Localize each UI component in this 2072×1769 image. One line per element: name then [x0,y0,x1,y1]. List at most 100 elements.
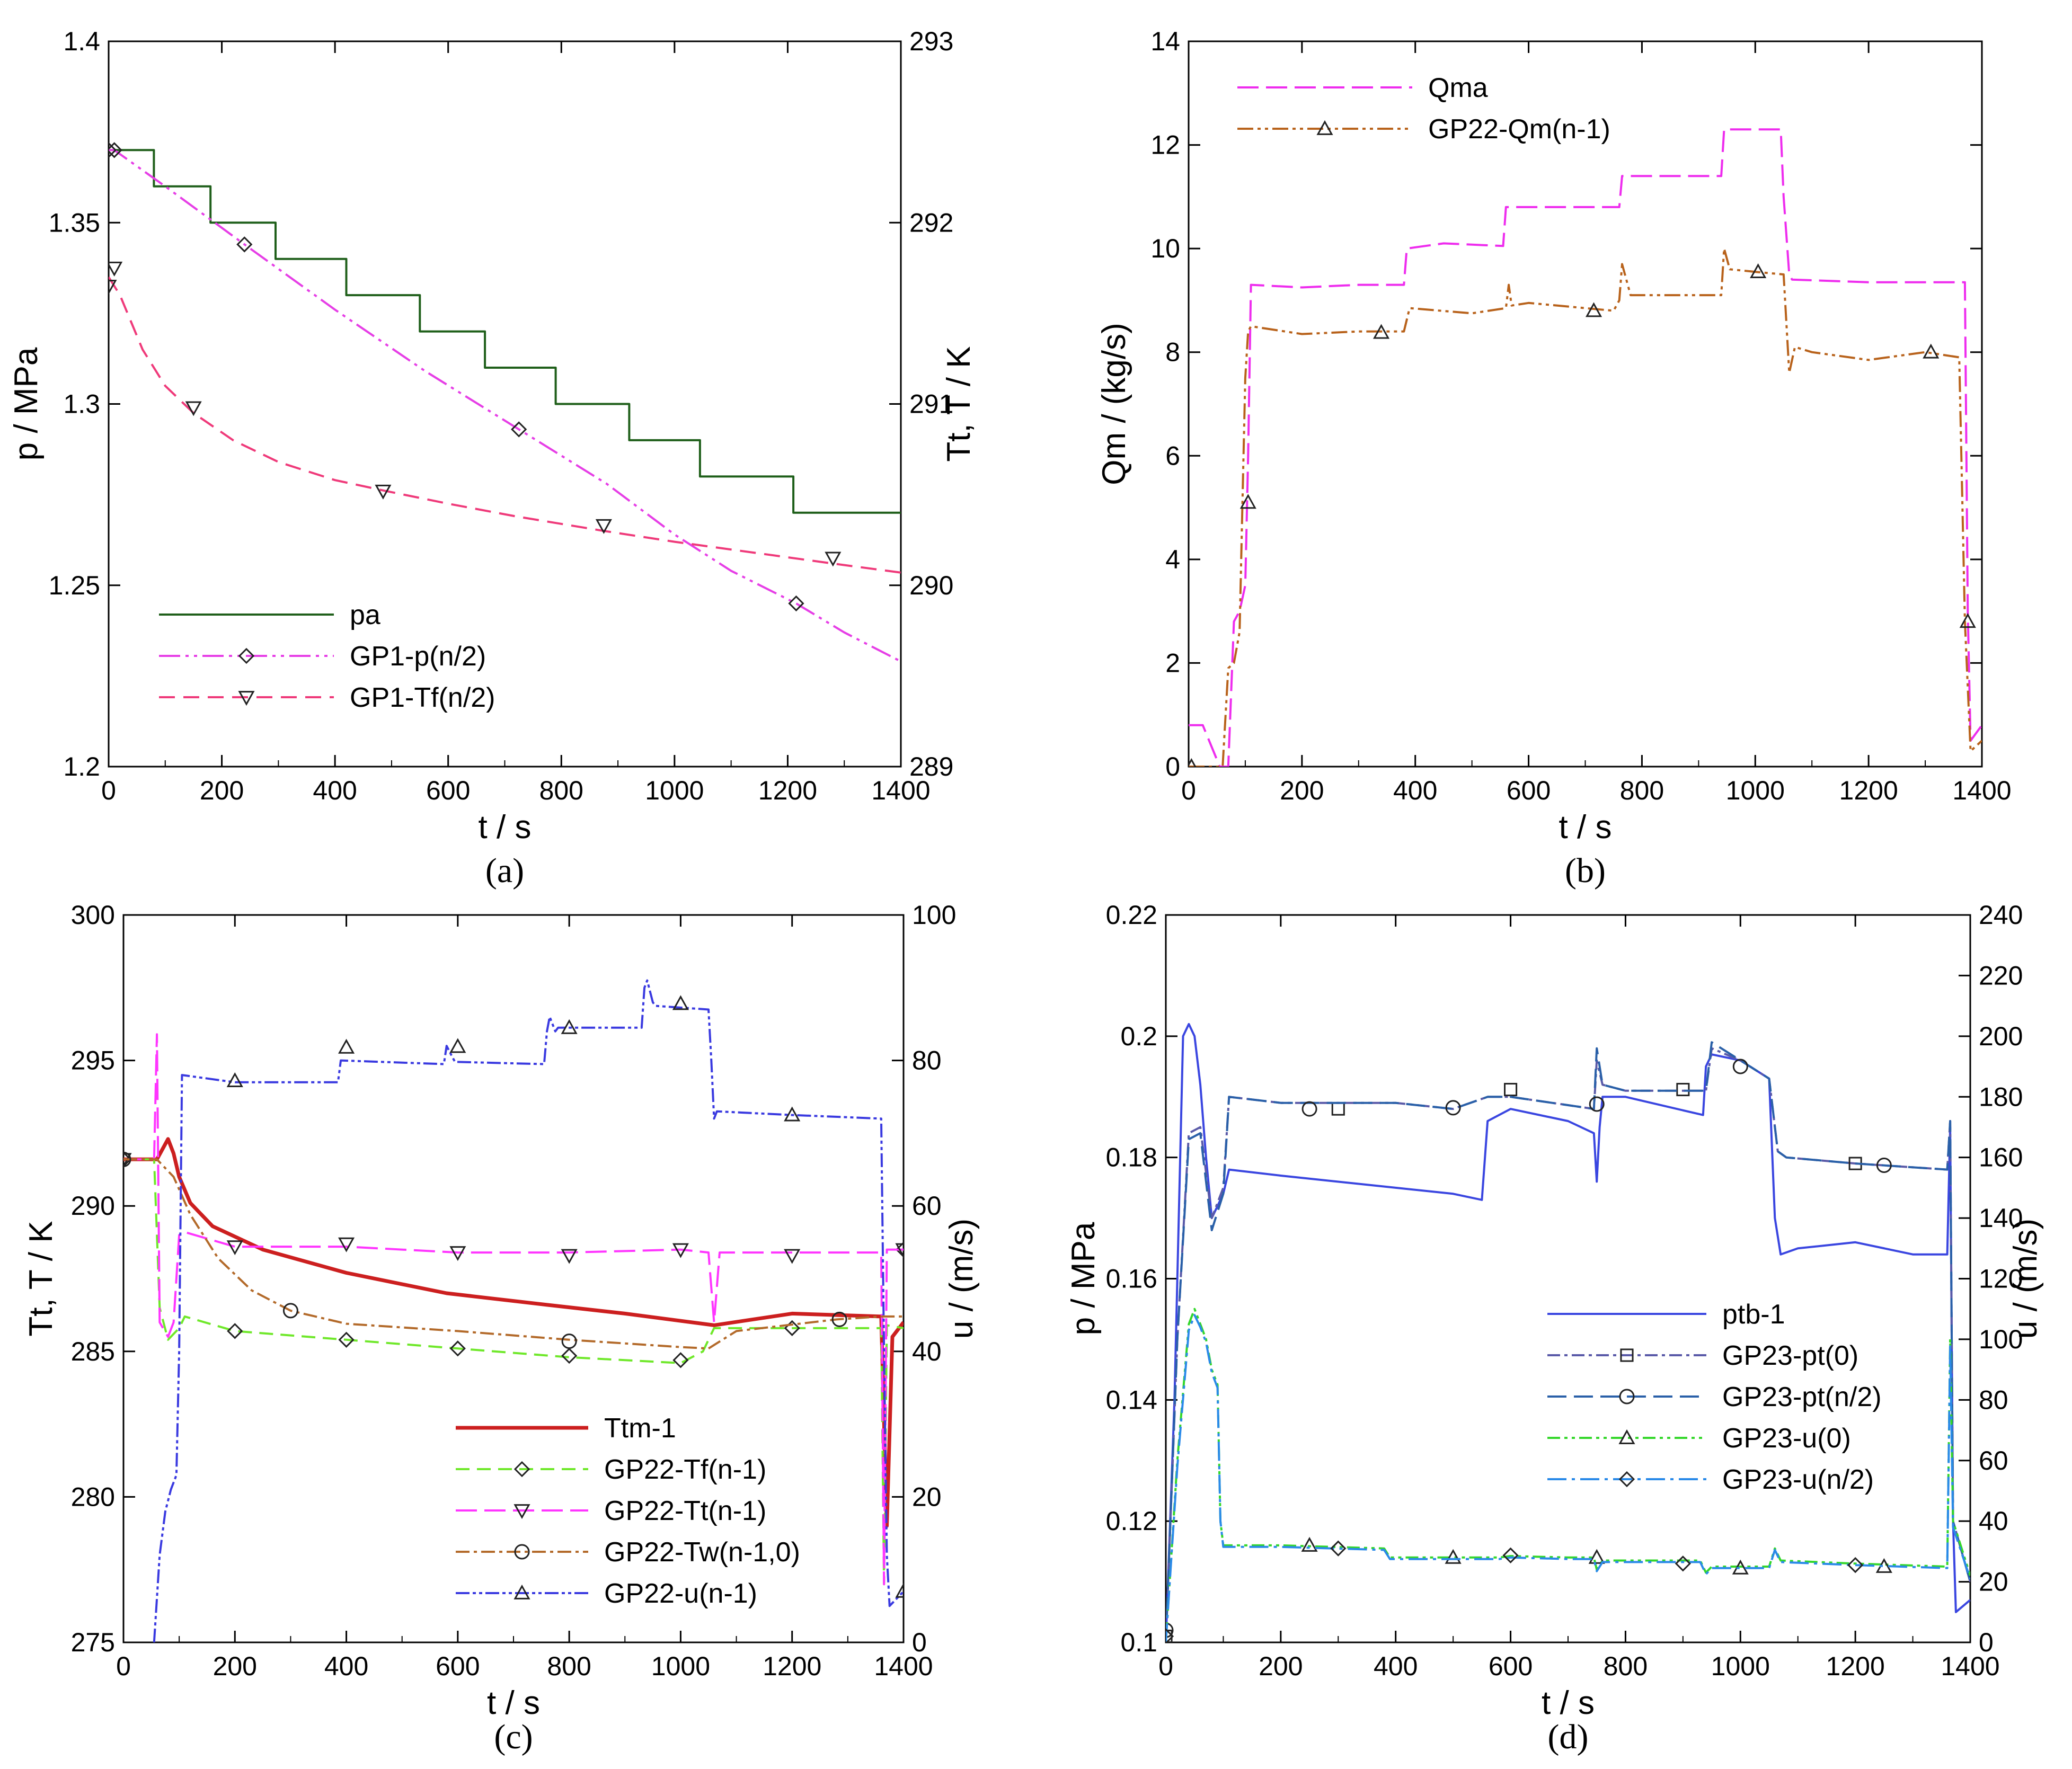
x-tick-label: 400 [1374,1651,1418,1681]
series-pa [109,149,901,514]
series-marker [831,1311,847,1327]
legend-label: Qma [1428,73,1488,103]
legend-label: ptb-1 [1722,1299,1785,1330]
legend-label: GP22-Qm(n-1) [1428,114,1610,145]
y-tick-label: 10 [1150,234,1180,263]
series-line [123,1158,904,1350]
x-tick-label: 1000 [1711,1651,1770,1681]
y2-tick-label: 40 [1979,1506,2008,1536]
x-tick-label: 600 [436,1651,480,1681]
legend-label: GP22-u(n-1) [604,1578,757,1609]
series-marker [1373,324,1390,339]
plot-frame [1165,914,1971,1643]
x-tick-label: 1400 [1952,776,2011,805]
x-tick-label: 1000 [1726,776,1785,805]
series-marker [236,236,253,253]
legend-entry: ptb-1 [1547,1299,1785,1330]
legend-label: pa [350,600,380,630]
x-tick-label: 600 [1507,776,1551,805]
legend-marker [513,1504,530,1519]
y-tick-label: 1.3 [63,389,100,419]
series-marker [109,142,117,158]
series-marker [561,1347,578,1364]
series-gp22-tt-n-1- [123,1033,904,1586]
legend-marker [1316,120,1333,135]
y-tick-label: 6 [1165,441,1180,470]
series-line [1166,1314,1970,1642]
y-axis-label: p / MPa [8,347,45,460]
y-tick-label: 280 [71,1482,115,1512]
y-tick-label: 0.16 [1106,1264,1157,1294]
series-marker [1330,1540,1347,1557]
legend-entry: pa [159,600,380,630]
y2-tick-label: 0 [912,1628,927,1657]
legend-marker [1618,1429,1635,1444]
legend-entry: GP22-Qm(n-1) [1237,114,1610,145]
series-gp22-tf-n-1- [123,1151,904,1586]
series-marker [185,401,202,416]
legend-marker [1618,1471,1635,1488]
series-line [1189,128,1982,767]
y2-axis-label: u / (m/s) [2007,1219,2044,1339]
series-marker [561,1249,578,1264]
series-marker [1504,1082,1518,1097]
y2-tick-label: 160 [1979,1143,2023,1172]
y2-tick-label: 100 [1979,1324,2023,1354]
y-tick-label: 0.18 [1106,1143,1157,1172]
x-tick-label: 0 [1181,776,1196,805]
series-marker [1676,1082,1690,1097]
series-marker [1959,613,1976,628]
legend-marker [514,1544,530,1560]
y-tick-label: 0.22 [1106,900,1157,930]
y-tick-label: 285 [71,1337,115,1366]
legend-entry: GP22-Tw(n-1,0) [456,1537,800,1568]
chart-panel-a: 0 200 400 600 800 1000 1200 1400 1.2 1.25 1.3 1.35 1… [8,26,977,890]
series-marker [1301,1536,1318,1552]
series-line [153,979,904,1642]
series-marker [1675,1555,1691,1572]
series-marker [338,1331,355,1348]
series-marker [672,1352,689,1368]
legend-label: GP22-Tf(n-1) [604,1454,766,1485]
series-marker [1876,1158,1892,1174]
series-marker [227,1323,243,1339]
legend-marker [238,691,255,706]
legend-entry: GP1-Tf(n/2) [159,682,495,713]
x-tick-label: 600 [426,776,470,805]
x-tick-label: 0 [116,1651,131,1681]
series-marker [338,1237,355,1252]
series-gp1-p-n-2- [109,142,901,663]
y2-tick-label: 100 [912,900,956,930]
x-tick-label: 400 [1393,776,1437,805]
y-tick-label: 290 [71,1191,115,1221]
panel-label: (c) [494,1718,533,1756]
x-axis-label: t / s [479,809,532,846]
series-marker [1923,343,1940,359]
series-marker [672,995,689,1010]
x-tick-label: 1200 [1839,776,1898,805]
y-tick-label: 0.1 [1120,1628,1157,1657]
y2-tick-label: 120 [1979,1264,2023,1294]
legend-label: GP22-Tw(n-1,0) [604,1537,800,1568]
y-axis-label: Qm / (kg/s) [1096,323,1132,485]
legend-entry: GP23-u(0) [1547,1423,1851,1454]
legend-label: GP23-u(n/2) [1722,1464,1874,1495]
x-axis-label: t / s [487,1685,540,1721]
series-marker [1166,1628,1174,1642]
y-axis-label: Tt, T / K [23,1221,59,1336]
legend-entry: GP23-pt(0) [1547,1340,1858,1371]
series-marker [895,1243,904,1258]
legend-label: GP1-p(n/2) [350,641,486,672]
x-tick-label: 1200 [763,1651,821,1681]
series-marker [449,1340,466,1357]
x-tick-label: 1400 [871,776,930,805]
x-tick-label: 1200 [758,776,817,805]
y-axis-label: p / MPa [1065,1222,1102,1335]
legend-entry: GP23-u(n/2) [1547,1464,1874,1495]
series-marker [784,1249,801,1264]
series-marker [788,595,804,612]
y2-tick-label: 291 [909,389,953,419]
plot-frame [1188,40,1983,768]
y-tick-label: 12 [1150,130,1180,160]
series-marker [282,1303,298,1319]
